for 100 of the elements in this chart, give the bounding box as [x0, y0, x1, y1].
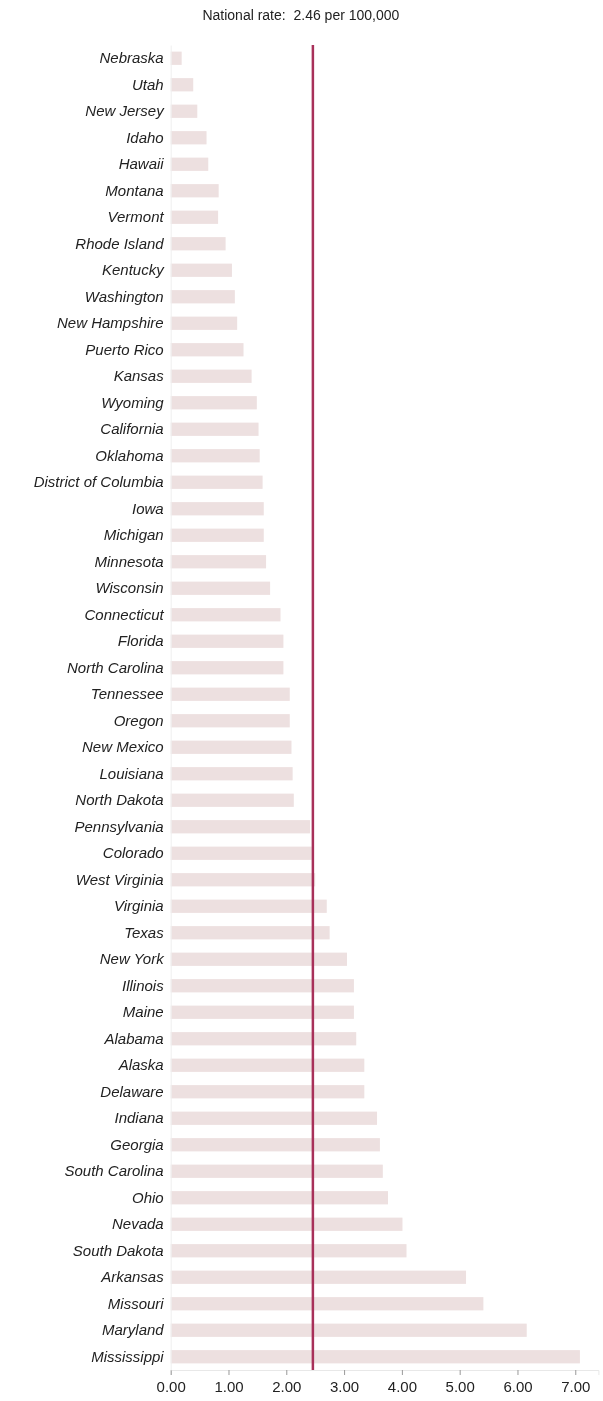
y-tick-label: Alabama — [103, 1029, 164, 1047]
bar — [170, 1297, 484, 1311]
bar — [170, 687, 290, 701]
x-tick-label: 0.00 — [156, 1377, 186, 1395]
bar — [170, 1244, 407, 1258]
bar — [170, 1270, 467, 1284]
bar — [170, 502, 264, 516]
y-tick-label: Iowa — [132, 499, 164, 517]
y-tick-label: Florida — [117, 632, 164, 650]
bar — [170, 1085, 365, 1099]
y-tick-label: Tennessee — [90, 685, 164, 703]
bar — [170, 449, 260, 463]
bar — [170, 396, 257, 410]
bar — [170, 873, 316, 887]
y-tick-label: New Mexico — [82, 738, 164, 756]
bar — [170, 581, 271, 595]
y-tick-label: Wyoming — [101, 393, 165, 411]
y-tick-label: Pennsylvania — [74, 817, 164, 835]
bar — [170, 1191, 389, 1205]
bar — [170, 343, 244, 357]
y-tick-label: South Dakota — [72, 1241, 164, 1259]
bar — [170, 899, 327, 913]
y-tick-label: Illinois — [122, 976, 165, 994]
y-tick-label: Maryland — [102, 1321, 165, 1339]
y-tick-label: Missouri — [107, 1294, 165, 1312]
y-tick-label: Kentucky — [102, 261, 166, 279]
x-tick-label: 4.00 — [387, 1377, 417, 1395]
y-tick-label: Connecticut — [84, 605, 165, 623]
y-tick-label: Oregon — [113, 711, 164, 729]
x-tick-label: 7.00 — [561, 1377, 591, 1395]
bar — [170, 634, 284, 648]
y-tick-label: South Carolina — [64, 1162, 164, 1180]
y-tick-label: Hawaii — [118, 155, 165, 173]
y-tick-label: Mississippi — [91, 1347, 165, 1365]
bar — [170, 714, 290, 728]
y-tick-label: Virginia — [113, 897, 164, 915]
y-tick-label: Ohio — [132, 1188, 164, 1206]
bar — [170, 184, 219, 198]
x-tick-label: 5.00 — [445, 1377, 475, 1395]
bar — [170, 104, 198, 118]
bar — [170, 793, 294, 807]
x-tick-label: 2.00 — [272, 1377, 302, 1395]
ref-line-label: National rate: 2.46 per 100,000 — [202, 7, 400, 23]
y-tick-label: Indiana — [114, 1109, 164, 1127]
bar — [170, 1323, 527, 1337]
y-tick-label: Nebraska — [99, 49, 164, 67]
y-tick-label: Colorado — [102, 844, 164, 862]
y-tick-label: Maine — [122, 1003, 164, 1021]
y-tick-label: Kansas — [113, 367, 165, 385]
y-tick-label: Vermont — [107, 208, 165, 226]
bar — [170, 1350, 580, 1364]
bar — [170, 422, 259, 436]
y-tick-label: Georgia — [110, 1135, 164, 1153]
bar — [170, 1138, 380, 1152]
y-tick-label: Washington — [84, 287, 164, 305]
bar — [170, 78, 194, 92]
y-tick-label: Delaware — [100, 1082, 164, 1100]
bar — [170, 131, 207, 145]
y-tick-label: Michigan — [103, 526, 164, 544]
bar — [170, 316, 238, 330]
y-tick-label: California — [100, 420, 164, 438]
bar — [170, 926, 330, 940]
bar — [170, 952, 347, 966]
y-tick-label: New Jersey — [85, 102, 166, 120]
y-tick-label: Alaska — [117, 1056, 164, 1074]
y-tick-label: Idaho — [126, 128, 164, 146]
bar — [170, 157, 209, 171]
bar — [170, 555, 267, 569]
x-tick-label: 6.00 — [503, 1377, 533, 1395]
y-tick-label: West Virginia — [75, 870, 164, 888]
bar — [170, 475, 263, 489]
bar — [170, 210, 219, 224]
y-tick-label: North Carolina — [66, 658, 164, 676]
y-tick-label: Nevada — [112, 1215, 164, 1233]
y-tick-label: Rhode Island — [75, 234, 165, 252]
y-tick-label: New Hampshire — [57, 314, 164, 332]
bar — [170, 369, 252, 383]
bar — [170, 1032, 357, 1046]
y-tick-label: District of Columbia — [33, 473, 164, 491]
bar — [170, 608, 281, 622]
y-tick-label: Utah — [132, 75, 164, 93]
bar — [170, 1164, 383, 1178]
bar — [170, 237, 226, 251]
y-tick-label: Wisconsin — [95, 579, 164, 597]
y-tick-label: Louisiana — [99, 764, 164, 782]
y-tick-label: North Dakota — [75, 791, 164, 809]
bar — [170, 51, 182, 65]
bar — [170, 528, 264, 542]
y-tick-label: Minnesota — [94, 552, 164, 570]
bar — [170, 1005, 354, 1019]
x-tick-label: 1.00 — [214, 1377, 244, 1395]
bar — [170, 979, 354, 993]
x-tick-label: 3.00 — [329, 1377, 360, 1395]
bar — [170, 263, 232, 277]
y-tick-label: Montana — [105, 181, 164, 199]
y-tick-label: Texas — [124, 923, 165, 941]
bar — [170, 740, 292, 754]
y-tick-label: Puerto Rico — [85, 340, 164, 358]
bar — [170, 1111, 378, 1125]
bar — [170, 820, 310, 834]
